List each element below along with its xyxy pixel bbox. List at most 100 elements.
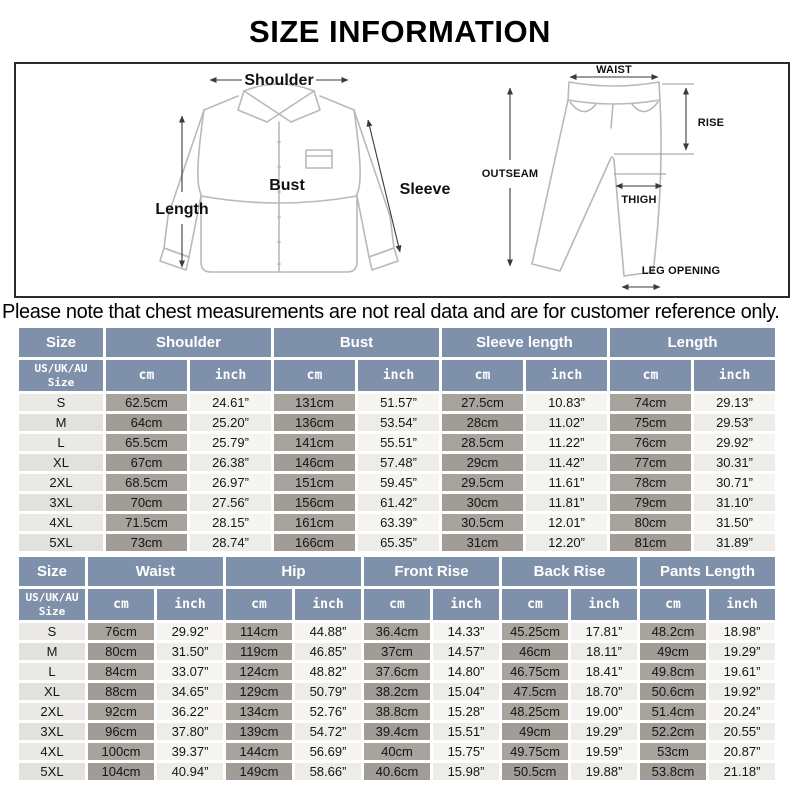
- inch-value-cell: 28.74”: [190, 534, 271, 551]
- bottoms-size-table: Size Waist Hip Front Rise Back Rise Pants Len…: [16, 554, 778, 783]
- table-row: L 65.5cm 25.79” 141cm 55.51” 28.5cm 11.22” 76cm…: [19, 434, 775, 451]
- us-uk-au-size-header: US/UK/AU Size: [19, 360, 103, 391]
- size-column-header: Size: [19, 557, 85, 586]
- size-cell: 5XL: [19, 763, 85, 780]
- cm-value-cell: 134cm: [226, 703, 292, 720]
- inch-value-cell: 20.24”: [709, 703, 775, 720]
- inch-value-cell: 51.57”: [358, 394, 439, 411]
- inch-value-cell: 18.98”: [709, 623, 775, 640]
- cm-unit-header: cm: [442, 360, 523, 391]
- inch-value-cell: 65.35”: [358, 534, 439, 551]
- inch-unit-header: inch: [694, 360, 775, 391]
- size-cell: 3XL: [19, 494, 103, 511]
- cm-value-cell: 77cm: [610, 454, 691, 471]
- cm-value-cell: 139cm: [226, 723, 292, 740]
- cm-value-cell: 38.2cm: [364, 683, 430, 700]
- size-cell: 2XL: [19, 703, 85, 720]
- size-cell: S: [19, 623, 85, 640]
- cm-unit-header: cm: [274, 360, 355, 391]
- inch-value-cell: 53.54”: [358, 414, 439, 431]
- inch-value-cell: 29.92”: [157, 623, 223, 640]
- cm-value-cell: 151cm: [274, 474, 355, 491]
- cm-value-cell: 37cm: [364, 643, 430, 660]
- cm-value-cell: 37.6cm: [364, 663, 430, 680]
- cm-value-cell: 53.8cm: [640, 763, 706, 780]
- group-header-back-rise: Back Rise: [502, 557, 637, 586]
- cm-value-cell: 67cm: [106, 454, 187, 471]
- inch-value-cell: 63.39”: [358, 514, 439, 531]
- inch-value-cell: 12.20”: [526, 534, 607, 551]
- inch-value-cell: 25.20”: [190, 414, 271, 431]
- measurement-diagram: Shoulder Length Bust Sleeve: [14, 62, 790, 298]
- size-cell: 2XL: [19, 474, 103, 491]
- cm-value-cell: 88cm: [88, 683, 154, 700]
- group-header-bust: Bust: [274, 328, 439, 357]
- inch-value-cell: 15.98”: [433, 763, 499, 780]
- pants-diagram: WAIST RISE OUTSEAM THIGH LEG OPENING: [482, 64, 724, 290]
- inch-value-cell: 31.50”: [694, 514, 775, 531]
- table-row: 2XL 92cm 36.22” 134cm 52.76” 38.8cm 15.28” 48.2…: [19, 703, 775, 720]
- table-row: M 64cm 25.20” 136cm 53.54” 28cm 11.02” 75cm 29.5…: [19, 414, 775, 431]
- inch-value-cell: 31.50”: [157, 643, 223, 660]
- cm-value-cell: 119cm: [226, 643, 292, 660]
- inch-value-cell: 54.72”: [295, 723, 361, 740]
- inch-value-cell: 19.61”: [709, 663, 775, 680]
- cm-value-cell: 74cm: [610, 394, 691, 411]
- cm-value-cell: 81cm: [610, 534, 691, 551]
- size-cell: M: [19, 643, 85, 660]
- table-row: XL 88cm 34.65” 129cm 50.79” 38.2cm 15.04” 47.5c…: [19, 683, 775, 700]
- inch-value-cell: 12.01”: [526, 514, 607, 531]
- length-label: Length: [155, 201, 208, 218]
- inch-value-cell: 11.42”: [526, 454, 607, 471]
- cm-value-cell: 76cm: [88, 623, 154, 640]
- group-header-front-rise: Front Rise: [364, 557, 499, 586]
- inch-unit-header: inch: [709, 589, 775, 620]
- inch-value-cell: 15.28”: [433, 703, 499, 720]
- inch-value-cell: 29.53”: [694, 414, 775, 431]
- inch-value-cell: 17.81”: [571, 623, 637, 640]
- inch-value-cell: 18.70”: [571, 683, 637, 700]
- page-title: SIZE INFORMATION: [249, 14, 551, 49]
- cm-value-cell: 39.4cm: [364, 723, 430, 740]
- cm-value-cell: 40cm: [364, 743, 430, 760]
- cm-value-cell: 65.5cm: [106, 434, 187, 451]
- size-cell: 4XL: [19, 514, 103, 531]
- inch-value-cell: 31.10”: [694, 494, 775, 511]
- table-row: S 62.5cm 24.61” 131cm 51.57” 27.5cm 10.83” 74cm…: [19, 394, 775, 411]
- table-row: 3XL 96cm 37.80” 139cm 54.72” 39.4cm 15.51” 49cm…: [19, 723, 775, 740]
- inch-value-cell: 15.51”: [433, 723, 499, 740]
- inch-value-cell: 21.18”: [709, 763, 775, 780]
- thigh-label: THIGH: [621, 194, 656, 206]
- size-cell: 4XL: [19, 743, 85, 760]
- cm-value-cell: 96cm: [88, 723, 154, 740]
- cm-value-cell: 52.2cm: [640, 723, 706, 740]
- inch-value-cell: 11.02”: [526, 414, 607, 431]
- cm-value-cell: 38.8cm: [364, 703, 430, 720]
- cm-unit-header: cm: [610, 360, 691, 391]
- cm-value-cell: 50.6cm: [640, 683, 706, 700]
- table-row: 5XL 104cm 40.94” 149cm 58.66” 40.6cm 15.98” 50.…: [19, 763, 775, 780]
- table-row: 3XL 70cm 27.56” 156cm 61.42” 30cm 11.81” 79cm 31…: [19, 494, 775, 511]
- cm-value-cell: 46cm: [502, 643, 568, 660]
- cm-value-cell: 29.5cm: [442, 474, 523, 491]
- cm-value-cell: 31cm: [442, 534, 523, 551]
- inch-value-cell: 34.65”: [157, 683, 223, 700]
- inch-value-cell: 26.38”: [190, 454, 271, 471]
- inch-value-cell: 57.48”: [358, 454, 439, 471]
- inch-value-cell: 18.11”: [571, 643, 637, 660]
- inch-value-cell: 19.29”: [709, 643, 775, 660]
- inch-value-cell: 59.45”: [358, 474, 439, 491]
- table-row: 5XL 73cm 28.74” 166cm 65.35” 31cm 12.20” 81cm 31…: [19, 534, 775, 551]
- inch-value-cell: 44.88”: [295, 623, 361, 640]
- group-header-length: Length: [610, 328, 775, 357]
- cm-unit-header: cm: [226, 589, 292, 620]
- cm-unit-header: cm: [106, 360, 187, 391]
- cm-value-cell: 46.75cm: [502, 663, 568, 680]
- cm-value-cell: 45.25cm: [502, 623, 568, 640]
- inch-value-cell: 48.82”: [295, 663, 361, 680]
- cm-value-cell: 114cm: [226, 623, 292, 640]
- cm-value-cell: 79cm: [610, 494, 691, 511]
- size-cell: L: [19, 434, 103, 451]
- table-row: 4XL 71.5cm 28.15” 161cm 63.39” 30.5cm 12.01” 80…: [19, 514, 775, 531]
- inch-value-cell: 15.04”: [433, 683, 499, 700]
